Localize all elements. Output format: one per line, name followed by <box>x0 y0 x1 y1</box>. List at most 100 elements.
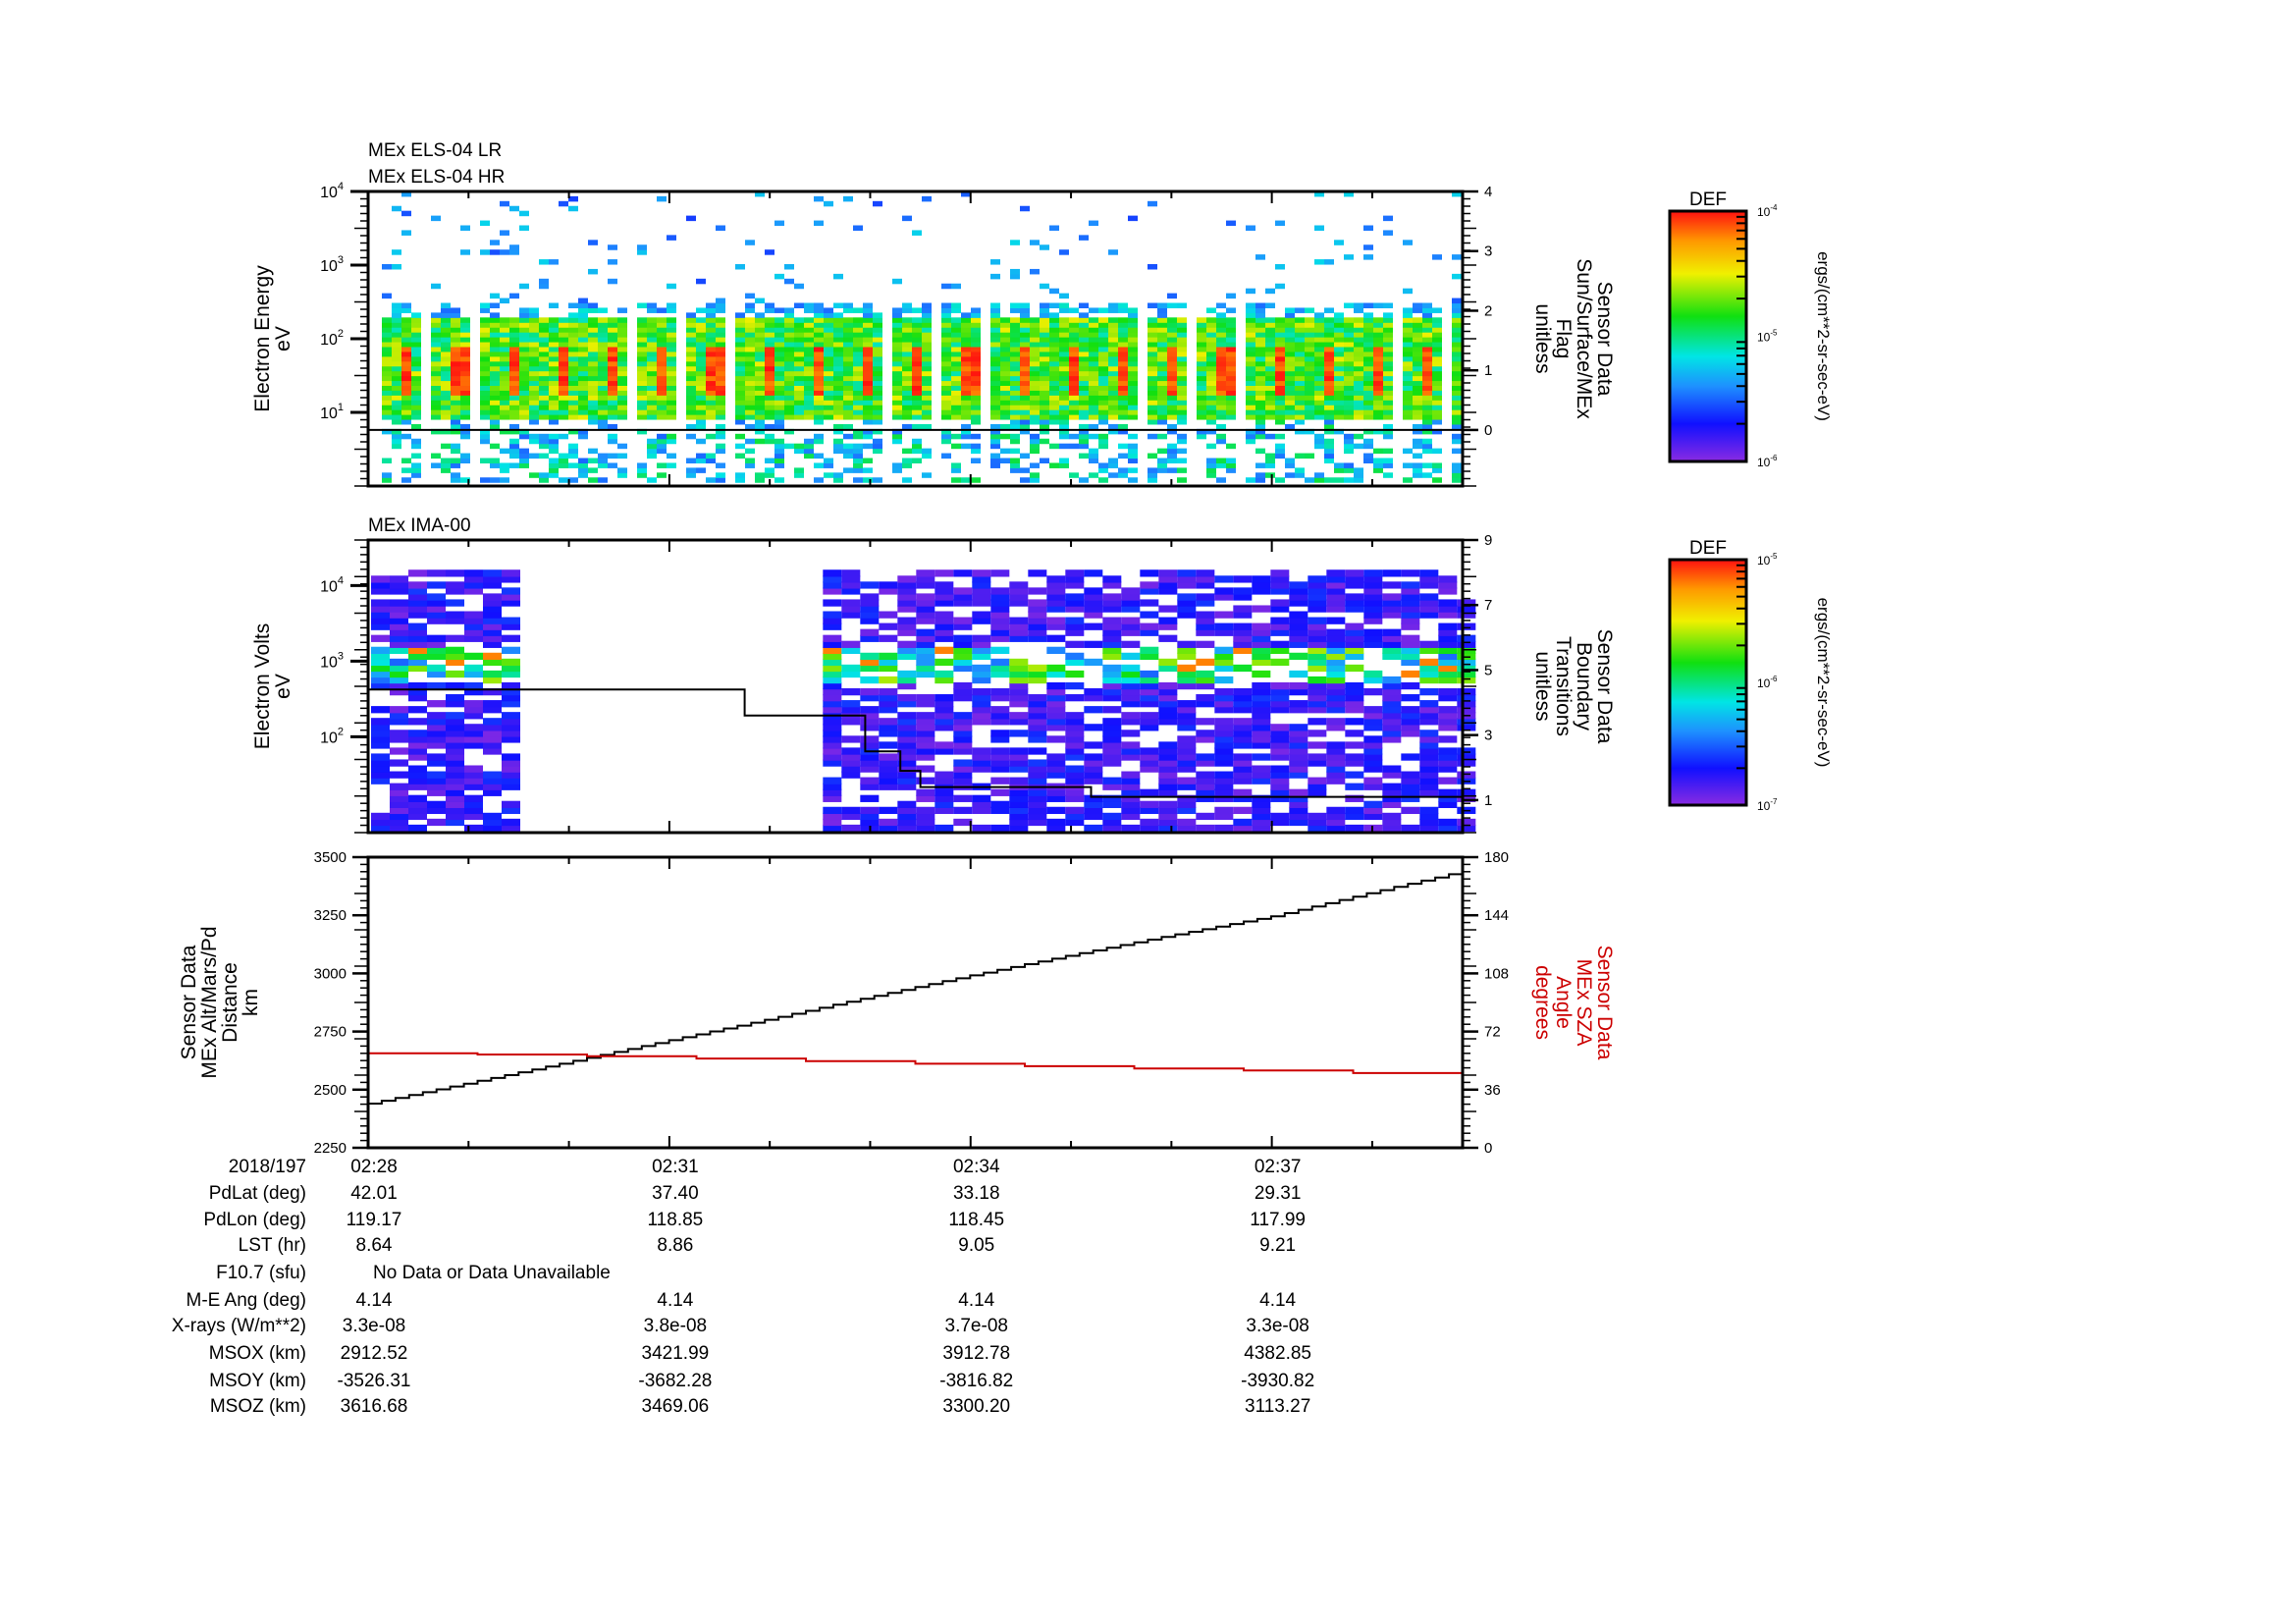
spectrogram-cell <box>647 322 657 328</box>
spectrogram-cell <box>427 753 446 761</box>
spectrogram-cell <box>1177 676 1197 684</box>
spectrogram-cell <box>1079 409 1089 415</box>
spectrogram-cell <box>460 409 470 415</box>
spectrogram-cell <box>411 409 421 415</box>
spectrogram-cell <box>1102 681 1122 690</box>
spectrogram-cell <box>972 694 991 702</box>
spectrogram-cell <box>784 428 794 435</box>
spectrogram-cell <box>972 587 991 595</box>
spectrogram-cell <box>446 812 464 821</box>
spectrogram-cell <box>745 370 755 377</box>
spectrogram-cell <box>509 322 519 328</box>
spectrogram-cell <box>1363 741 1383 749</box>
spectrogram-cell <box>912 327 922 333</box>
spectrogram-cell <box>1403 337 1413 343</box>
spectrogram-cell <box>860 718 880 726</box>
spectrogram-cell <box>1177 652 1197 661</box>
spectrogram-cell <box>1373 409 1383 415</box>
spectrogram-cell <box>1233 640 1253 648</box>
spectrogram-cell <box>833 273 843 280</box>
spectrogram-cell <box>1457 687 1476 696</box>
spectrogram-cell <box>617 453 627 460</box>
spectrogram-cell <box>408 664 427 673</box>
spectrogram-cell <box>1363 355 1373 362</box>
spectrogram-cell <box>934 611 954 619</box>
spectrogram-cell <box>897 824 917 833</box>
spectrogram-cell <box>912 317 922 323</box>
spectrogram-cell <box>804 375 814 382</box>
spectrogram-cell <box>1121 622 1141 630</box>
spectrogram-cell <box>529 405 539 410</box>
spectrogram-cell <box>1326 700 1346 708</box>
spectrogram-cell <box>519 327 529 333</box>
spectrogram-cell <box>1344 370 1354 377</box>
spectrogram-cell <box>427 599 446 607</box>
spectrogram-cell <box>897 581 917 589</box>
spectrogram-cell <box>1049 409 1059 415</box>
spectrogram-cell <box>794 327 804 333</box>
spectrogram-cell <box>1413 351 1422 357</box>
spectrogram-cell <box>824 385 833 391</box>
spectrogram-cell <box>1049 302 1059 308</box>
spectrogram-cell <box>1040 307 1049 313</box>
spectrogram-cell <box>863 312 873 318</box>
spectrogram-cell <box>951 355 961 362</box>
spectrogram-cell <box>941 365 951 372</box>
spectrogram-cell <box>637 346 647 352</box>
spectrogram-cell <box>431 346 441 352</box>
spectrogram-cell <box>1197 346 1206 352</box>
spectrogram-cell <box>912 443 922 450</box>
spectrogram-cell <box>509 205 519 212</box>
spectrogram-cell <box>1216 327 1226 333</box>
spectrogram-cell <box>774 337 784 343</box>
spectrogram-cell <box>1334 380 1344 386</box>
spectrogram-cell <box>1345 628 1364 636</box>
spectrogram-cell <box>706 380 716 386</box>
spectrogram-cell <box>390 676 408 684</box>
spectrogram-cell <box>1020 405 1030 410</box>
spectrogram-cell <box>502 587 520 595</box>
spectrogram-cell <box>843 467 853 473</box>
spectrogram-cell <box>1265 400 1275 406</box>
spectrogram-cell <box>588 419 598 425</box>
spectrogram-cell <box>774 438 784 445</box>
spectrogram-cell <box>1452 360 1462 367</box>
spectrogram-cell <box>460 360 470 367</box>
spectrogram-cell <box>1334 240 1344 245</box>
spectrogram-cell <box>1197 355 1206 362</box>
spectrogram-cell <box>539 322 549 328</box>
y2-axis-label: Sensor DataMEx SZAAngledegrees <box>1531 946 1616 1060</box>
spectrogram-cell <box>1373 390 1383 396</box>
spectrogram-cell <box>1432 375 1442 382</box>
spectrogram-cell <box>1334 400 1344 406</box>
spectrogram-cell <box>1252 724 1271 731</box>
spectrogram-cell <box>765 346 774 352</box>
y-tick-label: 103 <box>320 254 344 275</box>
spectrogram-cell <box>1196 611 1215 619</box>
spectrogram-cell <box>500 395 509 401</box>
spectrogram-cell <box>1009 700 1029 708</box>
spectrogram-cell <box>509 365 519 372</box>
spectrogram-cell <box>934 700 954 708</box>
spectrogram-cell <box>1363 569 1383 577</box>
spectrogram-cell <box>464 569 483 577</box>
spectrogram-cell <box>696 332 706 338</box>
spectrogram-cell <box>1009 628 1029 636</box>
spectrogram-cell <box>1403 405 1413 410</box>
table-row-label: F10.7 (sfu) <box>216 1263 306 1283</box>
spectrogram-cell <box>1197 332 1206 338</box>
spectrogram-cell <box>1452 400 1462 406</box>
spectrogram-cell <box>1363 712 1383 720</box>
spectrogram-cell <box>408 735 427 743</box>
spectrogram-cell <box>951 380 961 386</box>
spectrogram-cell <box>390 730 408 737</box>
spectrogram-cell <box>1265 317 1275 323</box>
spectrogram-cell <box>578 337 588 343</box>
spectrogram-cell <box>1295 472 1305 478</box>
spectrogram-cell <box>1226 346 1236 352</box>
spectrogram-cell <box>637 355 647 362</box>
spectrogram-cell <box>1167 395 1177 401</box>
spectrogram-cell <box>657 332 667 338</box>
spectrogram-cell <box>1270 640 1290 648</box>
spectrogram-cell <box>1344 400 1354 406</box>
